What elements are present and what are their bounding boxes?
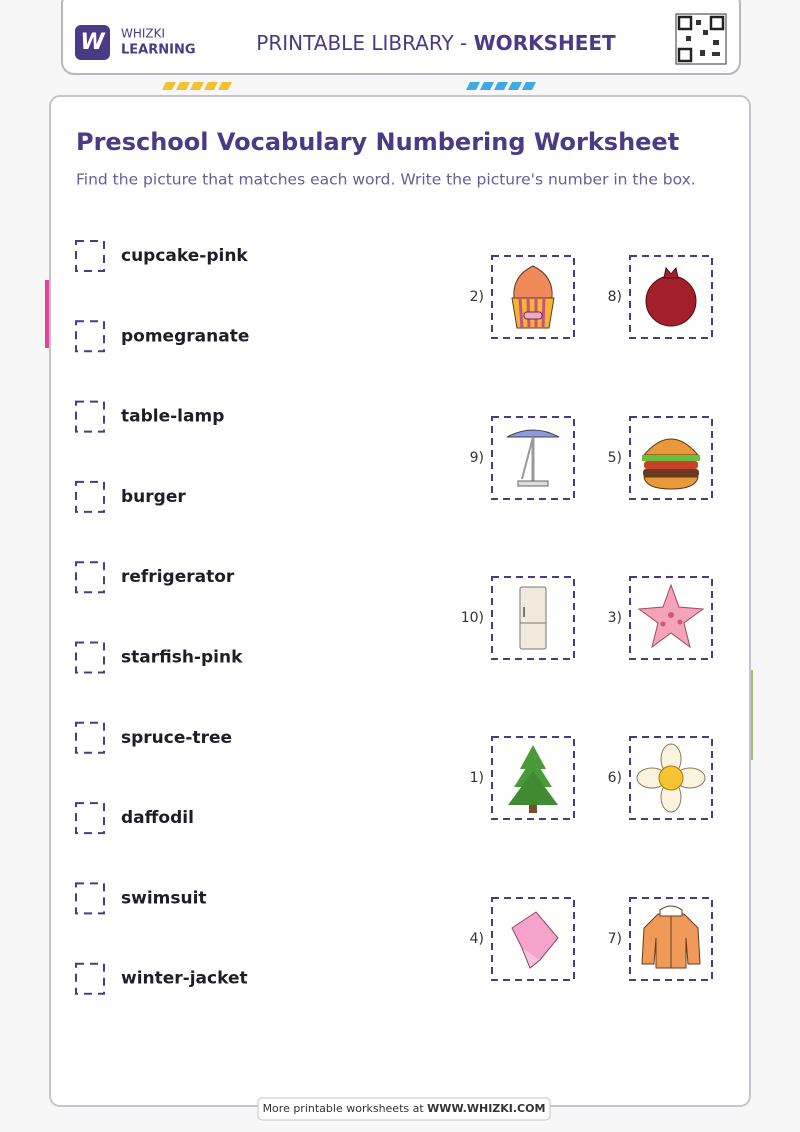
icon-winter-jacket bbox=[641, 905, 701, 969]
answer-box bbox=[75, 400, 105, 433]
word: refrigerator bbox=[121, 567, 235, 587]
picture-number: 9) bbox=[470, 450, 484, 466]
picture-number: 6) bbox=[608, 770, 622, 786]
logo-mark bbox=[75, 25, 110, 60]
icon-refrigerator bbox=[519, 586, 547, 650]
picture-number: 1) bbox=[470, 770, 484, 786]
icon-daffodil bbox=[636, 743, 706, 813]
icon-pomegranate bbox=[645, 266, 697, 327]
logo-glyph: W bbox=[80, 30, 106, 55]
picture-number: 3) bbox=[608, 610, 622, 626]
word: burger bbox=[121, 487, 186, 507]
picture-box bbox=[629, 255, 713, 339]
worksheet-text: WORKSHEET bbox=[474, 31, 616, 55]
title: Preschool Vocabulary Numbering Worksheet bbox=[76, 128, 679, 156]
answer-box bbox=[75, 320, 105, 353]
header-frame bbox=[61, 0, 741, 75]
picture-grid: 2) 8) 9) 5) 10) 3) 1) 6) 4) 7) bbox=[461, 255, 713, 981]
word: starfish-pink bbox=[121, 648, 243, 668]
picture-box bbox=[491, 576, 575, 660]
word: daffodil bbox=[121, 808, 194, 828]
picture-number: 7) bbox=[608, 931, 622, 947]
icon-swimsuit bbox=[511, 911, 559, 969]
picture-box bbox=[491, 736, 575, 820]
picture-box bbox=[629, 416, 713, 500]
picture-number: 2) bbox=[470, 289, 484, 305]
icon-table-lamp bbox=[506, 429, 560, 487]
picture-number: 10) bbox=[461, 610, 484, 626]
footer-url: WWW.WHIZKI.COM bbox=[427, 1102, 545, 1115]
qr-code bbox=[675, 13, 727, 65]
footer: More printable worksheets at WWW.WHIZKI.… bbox=[263, 1102, 546, 1115]
word: table-lamp bbox=[121, 407, 224, 427]
answer-box bbox=[75, 882, 105, 915]
answer-box bbox=[75, 240, 105, 272]
picture-box bbox=[491, 897, 575, 981]
answer-box bbox=[75, 962, 105, 995]
picture-box bbox=[629, 576, 713, 660]
word: spruce-tree bbox=[121, 728, 232, 748]
picture-box bbox=[629, 897, 713, 981]
footer-box bbox=[257, 1097, 551, 1121]
icon-spruce-tree bbox=[508, 745, 558, 813]
picture-box bbox=[491, 255, 575, 339]
answer-box bbox=[75, 561, 105, 594]
answer-box bbox=[75, 641, 105, 674]
word: winter-jacket bbox=[121, 969, 248, 989]
word-list: cupcake-pink pomegranate table-lamp burger r… bbox=[75, 240, 249, 995]
answer-box bbox=[75, 721, 105, 754]
logo-line1: WHIZKI bbox=[121, 27, 165, 41]
word: swimsuit bbox=[121, 888, 207, 908]
library-text: PRINTABLE LIBRARY - bbox=[256, 31, 473, 55]
picture-number: 4) bbox=[470, 931, 484, 947]
word: pomegranate bbox=[121, 326, 249, 346]
picture-number: 5) bbox=[608, 450, 622, 466]
answer-box bbox=[75, 480, 105, 513]
header-title: PRINTABLE LIBRARY - WORKSHEET bbox=[256, 31, 616, 55]
picture-box bbox=[629, 736, 713, 820]
answer-box bbox=[75, 802, 105, 835]
icon-starfish bbox=[637, 583, 705, 649]
picture-box bbox=[491, 416, 575, 500]
footer-text: More printable worksheets at bbox=[263, 1102, 428, 1115]
icon-burger bbox=[642, 438, 700, 490]
logo-line2: LEARNING bbox=[121, 43, 196, 58]
icon-cupcake bbox=[511, 265, 555, 329]
word: cupcake-pink bbox=[121, 246, 248, 266]
picture-number: 8) bbox=[608, 289, 622, 305]
instructions: Find the picture that matches each word.… bbox=[76, 171, 696, 189]
